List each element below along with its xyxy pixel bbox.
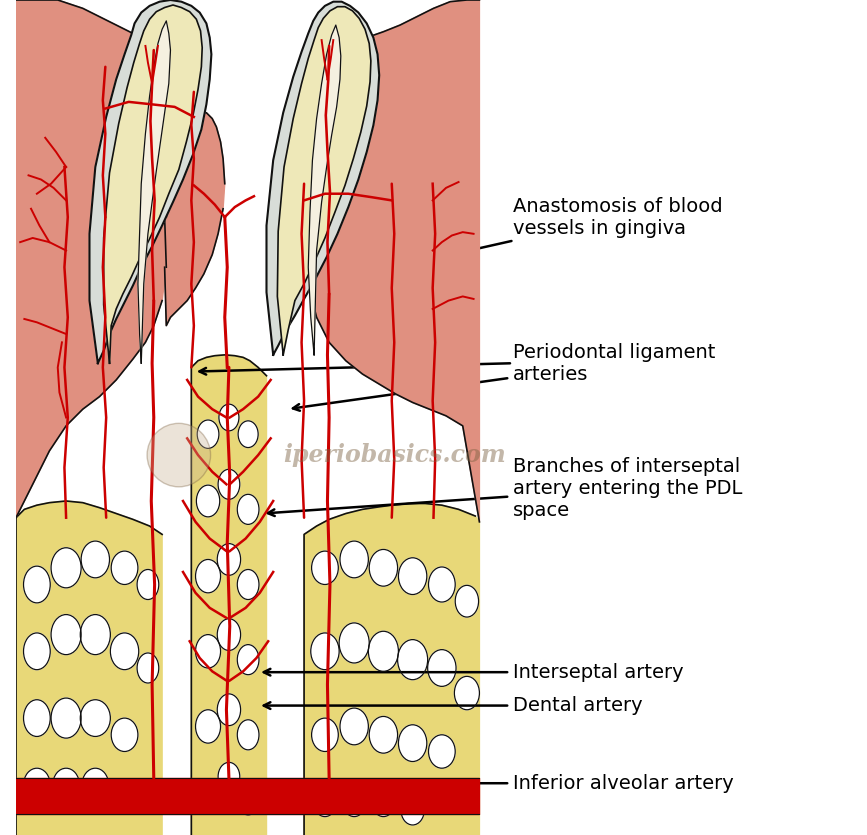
Ellipse shape (111, 551, 138, 584)
Ellipse shape (340, 541, 368, 578)
Polygon shape (304, 504, 479, 835)
Polygon shape (309, 25, 341, 355)
Polygon shape (165, 113, 225, 326)
Ellipse shape (81, 700, 110, 736)
Ellipse shape (218, 469, 240, 499)
Ellipse shape (197, 779, 218, 807)
Ellipse shape (238, 569, 259, 600)
Ellipse shape (454, 676, 479, 710)
Text: Periodontal ligament
arteries: Periodontal ligament arteries (293, 342, 715, 411)
Ellipse shape (51, 698, 81, 738)
Ellipse shape (399, 725, 427, 762)
Ellipse shape (238, 788, 258, 815)
Polygon shape (266, 2, 379, 355)
Ellipse shape (23, 566, 50, 603)
Ellipse shape (196, 635, 220, 668)
Ellipse shape (311, 718, 338, 752)
Ellipse shape (137, 653, 159, 683)
Ellipse shape (238, 494, 259, 524)
Polygon shape (277, 7, 371, 355)
Ellipse shape (427, 650, 456, 686)
Ellipse shape (311, 551, 338, 584)
Ellipse shape (196, 710, 220, 743)
Ellipse shape (218, 762, 240, 791)
Text: iperiobasics.com: iperiobasics.com (284, 443, 506, 467)
Ellipse shape (428, 567, 455, 602)
Ellipse shape (23, 633, 50, 670)
Ellipse shape (340, 708, 368, 745)
Polygon shape (192, 355, 266, 835)
Ellipse shape (369, 716, 398, 753)
Ellipse shape (197, 420, 218, 448)
Ellipse shape (238, 720, 259, 750)
Ellipse shape (81, 615, 110, 655)
Ellipse shape (399, 558, 427, 595)
Ellipse shape (218, 694, 241, 726)
Ellipse shape (110, 633, 139, 670)
Ellipse shape (196, 485, 219, 517)
Ellipse shape (339, 623, 369, 663)
Circle shape (147, 423, 211, 487)
Polygon shape (304, 0, 479, 522)
Ellipse shape (368, 631, 399, 671)
Ellipse shape (372, 787, 395, 817)
Ellipse shape (218, 544, 241, 575)
Ellipse shape (81, 541, 109, 578)
Ellipse shape (401, 795, 424, 825)
Ellipse shape (218, 619, 241, 650)
Ellipse shape (342, 787, 366, 817)
Ellipse shape (51, 615, 81, 655)
Ellipse shape (196, 559, 220, 593)
Polygon shape (16, 778, 479, 814)
Ellipse shape (218, 404, 239, 431)
Text: Inferior alveolar artery: Inferior alveolar artery (330, 774, 733, 792)
Text: Interseptal artery: Interseptal artery (264, 663, 683, 681)
Polygon shape (104, 5, 202, 363)
Text: Anastomosis of blood
vessels in gingiva: Anastomosis of blood vessels in gingiva (326, 196, 722, 285)
Ellipse shape (53, 768, 80, 802)
Ellipse shape (23, 768, 50, 802)
Text: Branches of interseptal
artery entering the PDL
space: Branches of interseptal artery entering … (268, 457, 742, 520)
Polygon shape (138, 21, 171, 363)
Ellipse shape (137, 569, 159, 600)
Ellipse shape (455, 585, 479, 617)
Ellipse shape (428, 735, 455, 768)
Polygon shape (16, 0, 166, 518)
Ellipse shape (369, 549, 398, 586)
Ellipse shape (310, 633, 339, 670)
Ellipse shape (51, 548, 81, 588)
Ellipse shape (23, 700, 50, 736)
Polygon shape (16, 501, 162, 835)
Text: Dental artery: Dental artery (264, 696, 642, 715)
Ellipse shape (111, 718, 138, 752)
Ellipse shape (398, 640, 427, 680)
Ellipse shape (313, 787, 336, 817)
Polygon shape (89, 0, 212, 363)
Ellipse shape (82, 768, 108, 802)
Ellipse shape (238, 421, 258, 448)
Ellipse shape (238, 645, 259, 675)
